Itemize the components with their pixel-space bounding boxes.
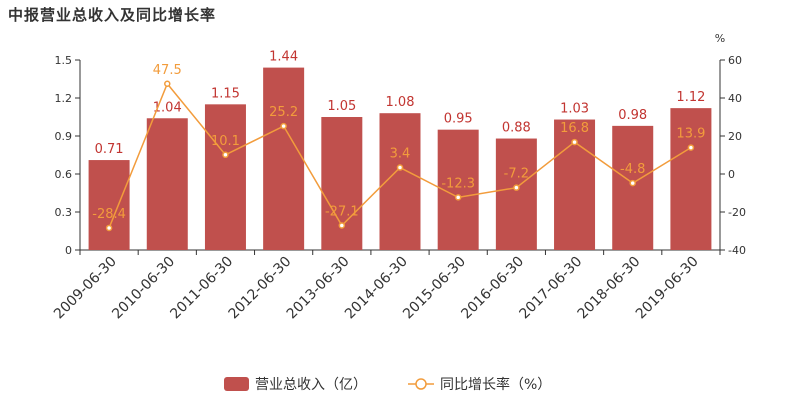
line-value-label: 3.4 [390,147,411,162]
bar-value-label: 0.95 [444,112,473,127]
line-value-label: 16.8 [560,121,589,136]
line-value-label: -28.4 [92,207,126,222]
bar [204,104,246,250]
line-point [513,184,520,191]
y-tick-left-label: 0 [65,244,72,257]
line-point [571,138,578,146]
bar-value-label: 1.15 [211,86,240,101]
legend-line-marker [415,378,427,390]
y-tick-right-label: 40 [728,92,742,105]
y-tick-left-label: 0.9 [55,130,73,143]
line-point [280,122,287,130]
line-series-group: -28.4 47.5 10.1 25.2 -27.1 3.4 -12.3 -7.2 16.8 -4… [92,63,705,232]
bar-value-label: 1.03 [560,102,589,117]
bar [321,117,363,250]
bar [495,138,537,250]
legend-line-label: 同比增长率（%） [440,376,551,393]
y-tick-right-label: 20 [728,130,742,143]
bar [263,67,305,250]
line-value-label: -7.2 [504,167,529,182]
x-tick-label: 2019-06-30 [633,254,702,323]
y-tick-left-label: 0.3 [55,206,73,219]
line-value-label: -4.8 [620,162,645,177]
line-value-label: -27.1 [325,204,359,219]
bar-value-label: 1.04 [153,100,182,115]
line-point [222,151,229,159]
y-tick-right-label: -20 [728,206,746,219]
line-value-label: -12.3 [441,176,475,191]
y-tick-left-label: 1.5 [55,54,73,67]
line-point [338,222,346,229]
y-tick-right-label: 60 [728,54,742,67]
legend-bar-label: 营业总收入（亿） [255,377,367,393]
bar-value-label: 1.12 [676,90,705,105]
bar-value-label: 0.88 [502,121,531,136]
bar [146,118,188,251]
y-tick-left-label: 1.2 [55,92,73,105]
legend[interactable]: 营业总收入（亿） 同比增长率（%） [224,376,551,393]
legend-bar-swatch [224,377,249,391]
line-value-label: 47.5 [153,63,182,78]
line-point [164,80,171,87]
y-tick-right-label: -40 [728,244,746,257]
line-point [105,224,113,232]
line-value-label: 13.9 [676,127,705,142]
bar-value-label: 1.05 [327,99,356,114]
bar [612,125,654,250]
y-tick-left-label: 0.6 [55,168,73,181]
line-value-label: 25.2 [269,105,298,120]
bar [88,160,130,250]
line-point [396,164,404,171]
y-tick-right-label: 0 [728,168,735,181]
line-value-label: 10.1 [211,134,240,149]
bar-value-label: 1.44 [269,50,298,65]
bar-value-label: 0.71 [95,142,124,157]
bar-value-label: 1.08 [386,95,415,110]
chart-title: 中报营业总收入及同比增长率 [8,6,217,24]
bar-value-label: 0.98 [618,108,647,123]
line-point [629,179,636,187]
bar [670,108,712,250]
y-right-unit-label: % [715,32,725,45]
line-point [454,194,462,201]
line-point [687,144,695,151]
